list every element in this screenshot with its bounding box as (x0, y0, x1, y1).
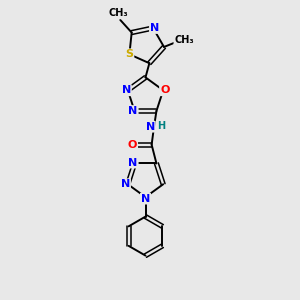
Text: H: H (157, 121, 165, 131)
Text: CH₃: CH₃ (174, 35, 194, 45)
Text: N: N (150, 23, 159, 33)
Text: S: S (125, 49, 134, 59)
Text: O: O (160, 85, 169, 95)
Text: N: N (121, 179, 130, 189)
Text: O: O (128, 140, 137, 150)
Text: N: N (146, 122, 155, 132)
Text: N: N (128, 158, 138, 168)
Text: N: N (141, 194, 150, 204)
Text: CH₃: CH₃ (109, 8, 129, 18)
Text: N: N (122, 85, 131, 95)
Text: N: N (128, 106, 138, 116)
